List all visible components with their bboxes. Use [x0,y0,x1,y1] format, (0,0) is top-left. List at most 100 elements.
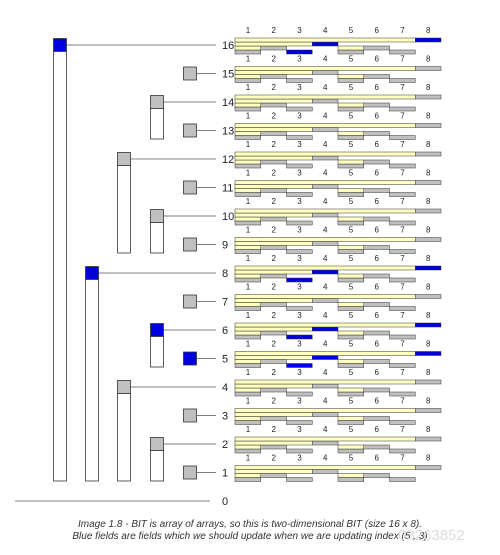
col-label-12-4: 4 [323,140,328,149]
col-label-1-8: 8 [426,454,431,463]
cell-cap-3-1 [234,420,261,425]
cell-cap-15-1 [234,78,261,83]
cell-span-6-2 [234,330,261,336]
cell-cap-11-2 [260,188,287,193]
cell-span-1-2 [234,473,261,478]
col-label-7-6: 6 [375,283,380,292]
col-label-11-4: 4 [323,169,328,178]
cell-cap-4-5 [337,391,364,397]
col-label-8-4: 4 [323,254,328,263]
tree-node-5 [183,351,197,366]
cell-cap-6-8 [415,322,442,328]
cell-span-9-8 [234,237,416,242]
cell-cap-7-7 [389,306,416,311]
col-label-1-2: 2 [272,454,277,463]
cell-cap-13-2 [260,131,287,136]
cell-span-5-8 [234,351,416,356]
col-label-12-1: 1 [246,140,251,149]
col-label-4-5: 5 [349,368,354,377]
cell-cap-3-7 [389,420,416,425]
col-label-8-1: 1 [246,254,251,263]
cell-cap-15-2 [260,74,287,79]
cell-cap-15-5 [337,78,364,83]
tree-node-7 [183,294,197,309]
cell-span-10-4 [234,212,313,218]
col-label-8-2: 2 [272,254,277,263]
col-label-6-4: 4 [323,311,328,320]
cell-cap-11-6 [363,188,390,193]
cell-span-2-8 [234,436,416,442]
cell-span-9-2 [234,245,261,250]
cell-span-14-6 [337,102,364,108]
col-label-12-5: 5 [349,140,354,149]
col-label-4-4: 4 [323,368,328,377]
cell-cap-2-7 [389,448,416,454]
cell-cap-6-7 [389,334,416,340]
cell-cap-1-5 [337,477,364,482]
cell-span-3-8 [234,408,416,413]
cell-cap-16-2 [260,45,287,51]
col-label-11-1: 1 [246,169,251,178]
cell-cap-14-6 [363,102,390,108]
cell-span-7-2 [234,302,261,307]
cell-cap-3-2 [260,416,287,421]
cell-span-11-6 [337,188,364,193]
cell-cap-1-6 [363,473,390,478]
cell-cap-8-1 [234,277,261,283]
col-label-13-6: 6 [375,112,380,121]
col-label-15-8: 8 [426,55,431,64]
col-label-16-5: 5 [349,26,354,35]
tree-node-14 [150,95,164,109]
cell-cap-5-2 [260,359,287,364]
tree-node-1 [183,465,197,480]
col-label-5-7: 7 [400,340,405,349]
cell-cap-7-3 [286,306,313,311]
cell-cap-5-3 [286,363,313,368]
cell-cap-12-3 [286,163,313,169]
cell-cap-6-2 [260,330,287,336]
row-label-10: 10 [222,211,234,223]
col-label-11-5: 5 [349,169,354,178]
col-label-14-7: 7 [400,83,405,92]
cell-span-3-2 [234,416,261,421]
cell-cap-11-5 [337,192,364,197]
cell-span-1-4 [234,469,313,474]
col-label-11-7: 7 [400,169,405,178]
cell-cap-11-7 [389,192,416,197]
col-label-14-5: 5 [349,83,354,92]
cell-cap-2-4 [312,440,339,446]
cell-cap-16-6 [363,45,390,51]
cell-cap-6-5 [337,334,364,340]
cell-cap-16-8 [415,37,442,43]
cell-span-15-6 [337,74,364,79]
tree-bar-8 [85,279,99,482]
col-label-2-4: 4 [323,425,328,434]
cell-cap-16-5 [337,49,364,55]
col-label-7-7: 7 [400,283,405,292]
cell-cap-12-2 [260,159,287,165]
col-label-1-7: 7 [400,454,405,463]
cell-span-9-6 [337,245,364,250]
cell-cap-15-3 [286,78,313,83]
tree-node-4 [117,380,131,394]
cell-cap-12-6 [363,159,390,165]
tree-node-11 [183,180,197,195]
col-label-10-7: 7 [400,197,405,206]
row-label-9: 9 [222,240,228,252]
col-label-9-1: 1 [246,226,251,235]
cell-cap-7-5 [337,306,364,311]
row-label-4: 4 [222,382,228,394]
cell-span-13-4 [234,127,313,132]
cell-cap-15-7 [389,78,416,83]
col-label-6-1: 1 [246,311,251,320]
cell-cap-10-6 [363,216,390,222]
tree-bar-14 [150,108,164,140]
cell-cap-11-1 [234,192,261,197]
col-label-5-3: 3 [297,340,302,349]
col-label-12-2: 2 [272,140,277,149]
col-label-1-3: 3 [297,454,302,463]
cell-cap-2-1 [234,448,261,454]
col-label-13-1: 1 [246,112,251,121]
col-label-5-6: 6 [375,340,380,349]
cell-cap-7-1 [234,306,261,311]
